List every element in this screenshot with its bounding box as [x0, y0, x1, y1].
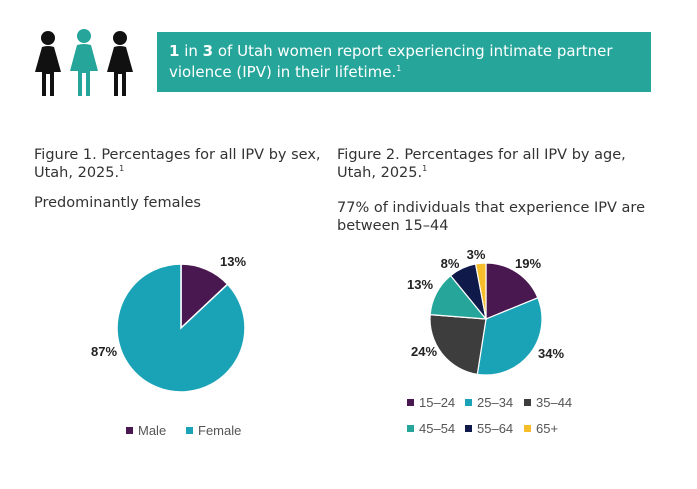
data-label-age-6: 3%	[467, 247, 486, 262]
legend-swatch-age-2	[465, 399, 472, 406]
data-label-age-1: 19%	[515, 256, 541, 271]
legend-label-age-4: 45–54	[419, 421, 455, 436]
legend-label-female: Female	[198, 423, 241, 438]
pie-slice-female	[116, 263, 246, 393]
legend-swatch-age-3	[524, 399, 531, 406]
data-label-female: 87%	[91, 344, 117, 359]
legend-label-age-6: 65+	[536, 421, 558, 436]
legend-swatch-age-6	[524, 425, 531, 432]
data-label-age-5: 8%	[441, 256, 460, 271]
data-label-age-3: 24%	[411, 344, 437, 359]
banner-mid: in	[179, 42, 203, 60]
legend-swatch-female	[186, 427, 193, 434]
pie-slice-age-1	[485, 262, 539, 320]
figure2-title-text: Figure 2. Percentages for all IPV by age…	[337, 147, 626, 181]
age-pie-chart: 19% 34% 24% 13% 8% 3% 15–24 25–34 35–44 45–54 55–6…	[407, 247, 572, 436]
figure2-title: Figure 2. Percentages for all IPV by age…	[337, 146, 667, 182]
woman-silhouette-icon	[35, 31, 61, 96]
banner-text: of Utah women report experiencing intima…	[169, 42, 613, 81]
pie-slice-age-3	[429, 314, 487, 376]
legend-label-male: Male	[138, 423, 166, 438]
banner-number-3: 3	[202, 42, 214, 60]
figure1-subtitle: Predominantly females	[34, 195, 201, 211]
sex-pie-chart: 13% 87% Male Female	[91, 254, 246, 438]
data-label-age-4: 13%	[407, 277, 433, 292]
figure1-title-text: Figure 1. Percentages for all IPV by sex…	[34, 147, 321, 181]
legend-label-age-3: 35–44	[536, 395, 572, 410]
pie-slice-age-6	[474, 262, 487, 320]
legend-swatch-age-1	[407, 399, 414, 406]
legend-swatch-male	[126, 427, 133, 434]
figure1-footnote-ref: 1	[119, 164, 125, 174]
figure2-footnote-ref: 1	[422, 164, 428, 174]
data-label-male: 13%	[220, 254, 246, 269]
legend-swatch-age-4	[407, 425, 414, 432]
woman-silhouette-icon	[70, 29, 98, 96]
ipv-summary-banner: 1 in 3 of Utah women report experiencing…	[157, 32, 651, 92]
figure1-title: Figure 1. Percentages for all IPV by sex…	[34, 146, 334, 182]
legend-label-age-2: 25–34	[477, 395, 513, 410]
banner-number-1: 1	[169, 42, 180, 60]
figure2-subtitle: 77% of individuals that experience IPV a…	[337, 200, 645, 234]
legend-label-age-1: 15–24	[419, 395, 455, 410]
legend-swatch-age-5	[465, 425, 472, 432]
women-icons	[35, 29, 133, 96]
banner-footnote-ref: 1	[396, 64, 402, 73]
legend-label-age-5: 55–64	[477, 421, 513, 436]
pie-slice-age-2	[476, 296, 543, 376]
woman-silhouette-icon	[107, 31, 133, 96]
data-label-age-2: 34%	[538, 346, 564, 361]
